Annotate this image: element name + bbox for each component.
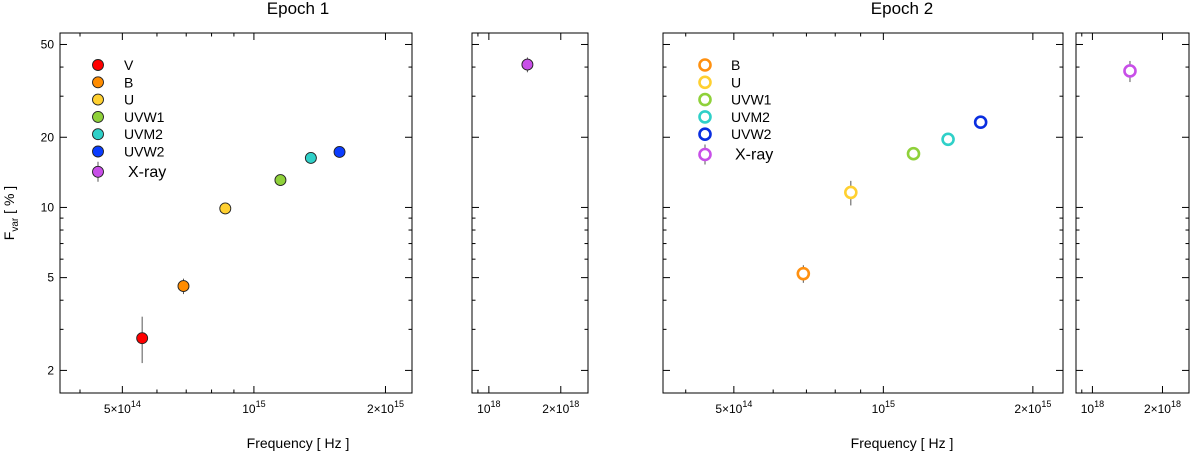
x-tick-label: 1018 <box>1081 399 1104 416</box>
x-tick-label: 1015 <box>242 399 265 416</box>
legend-label-uvw1: UVW1 <box>731 92 772 108</box>
data-point-b <box>177 280 190 293</box>
legend-label-u: U <box>124 92 134 108</box>
y-axis-label-main: F <box>1 232 17 241</box>
plot-frame <box>1075 32 1190 394</box>
epoch-1-chart: Epoch 1 Fvar [ % ] Frequency [ Hz ] 2 5 10… <box>1 0 589 451</box>
legend-marker-uvm2 <box>92 128 104 141</box>
legend-label-x-ray: X-ray <box>735 147 773 164</box>
svg-text:Fvar [ % ]: Fvar [ % ] <box>1 186 21 240</box>
data-point-uvw1 <box>274 174 287 187</box>
legend-marker-b <box>92 76 104 89</box>
x-tick-label: 2×1018 <box>542 399 579 416</box>
epoch-2-xray-panel: 1018 2×1018 <box>1075 32 1190 416</box>
data-point-uvw2 <box>333 145 346 158</box>
legend-label-b: B <box>731 57 740 73</box>
plot-frame <box>662 32 1064 394</box>
data-point-uvw2 <box>973 115 988 130</box>
x-tick-label: 1015 <box>872 399 895 416</box>
y-tick-label: 10 <box>41 200 55 214</box>
legend-label-uvw1: UVW1 <box>124 109 165 125</box>
data-point-u <box>844 185 858 200</box>
epoch-2-chart: Epoch 2 Frequency [ Hz ] 5×1014 1015 2×101… <box>662 0 1190 451</box>
epoch-2-x-axis-label: Frequency [ Hz ] <box>851 435 954 451</box>
data-point-uvm2 <box>941 132 955 147</box>
y-tick-label: 20 <box>41 130 55 144</box>
y-axis-label-unit: [ % ] <box>1 186 17 218</box>
epoch-1-x-axis-label: Frequency [ Hz ] <box>247 435 350 451</box>
legend-marker-x-ray <box>92 165 104 178</box>
legend-marker-u <box>92 93 104 106</box>
x-tick-label: 2×1018 <box>1144 399 1181 416</box>
legend-marker-uvw1 <box>698 92 712 107</box>
plot-frame <box>471 32 589 394</box>
x-tick-label: 1018 <box>477 399 500 416</box>
legend-marker-uvm2 <box>698 110 712 124</box>
data-point-x-ray <box>1123 64 1137 78</box>
x-tick-label: 2×1015 <box>1014 399 1051 416</box>
epoch-1-title: Epoch 1 <box>267 0 329 18</box>
y-tick-label: 5 <box>47 271 54 285</box>
legend-label-uvw2: UVW2 <box>731 126 772 142</box>
legend-marker-uvw1 <box>92 110 104 123</box>
legend-marker-v <box>92 59 104 71</box>
data-point-uvw1 <box>906 146 921 161</box>
legend-marker-b <box>698 58 712 72</box>
legend-marker-uvw2 <box>92 145 104 158</box>
legend-label-v: V <box>124 57 134 73</box>
legend-label-u: U <box>731 74 741 90</box>
data-point-uvm2 <box>304 152 317 164</box>
epoch-1-optical-panel: 2 5 10 20 50 5×1014 1015 2×1015 <box>41 32 413 416</box>
epoch-2-title: Epoch 2 <box>871 0 933 18</box>
y-axis-label: Fvar [ % ] <box>1 186 21 240</box>
legend-marker-x-ray <box>698 147 712 162</box>
data-point-u <box>219 202 232 215</box>
data-point-v <box>136 332 149 345</box>
legend-label-b: B <box>124 74 133 90</box>
legend-label-uvw2: UVW2 <box>124 144 165 160</box>
x-tick-label: 5×1014 <box>715 399 752 416</box>
legend-marker-uvw2 <box>698 127 712 141</box>
epoch-1-xray-panel: 1018 2×1018 <box>471 32 589 416</box>
legend-label-x-ray: X-ray <box>128 164 166 181</box>
legend-label-uvm2: UVM2 <box>731 109 770 125</box>
legend-label-uvm2: UVM2 <box>124 126 163 142</box>
plot-frame <box>59 32 413 394</box>
y-tick-label: 2 <box>47 363 54 377</box>
data-point-x-ray <box>521 58 534 71</box>
x-tick-label: 2×1015 <box>367 399 404 416</box>
epoch-2-optical-panel: 5×1014 1015 2×1015 <box>662 32 1064 416</box>
x-tick-label: 5×1014 <box>104 399 141 416</box>
y-axis-label-sub: var <box>10 217 21 232</box>
y-tick-label: 50 <box>41 37 55 51</box>
data-point-b <box>796 266 811 281</box>
legend-marker-u <box>698 75 712 90</box>
